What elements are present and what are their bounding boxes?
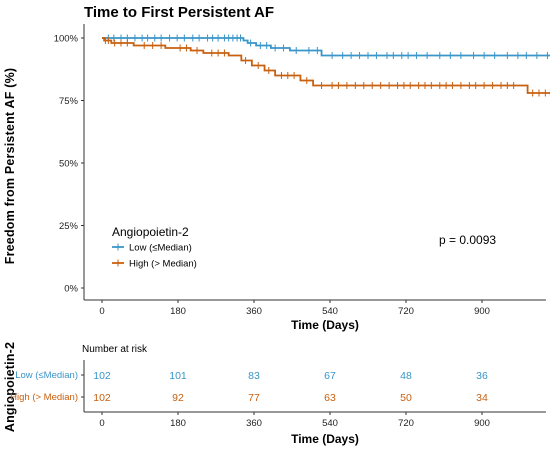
x-tick-label: 540 xyxy=(322,306,338,317)
x-tick-label: 0 xyxy=(99,306,104,317)
survival-curve-high xyxy=(102,37,550,94)
risk-x-tick-label: 180 xyxy=(170,418,186,429)
y-tick-label: 25% xyxy=(59,221,79,232)
y-ticks: 0% 25% 50% 75% 100% xyxy=(54,34,84,295)
y-axis-label: Freedom from Persistent AF (%) xyxy=(3,68,17,265)
risk-x-tick-label: 900 xyxy=(474,418,490,429)
risk-x-tick-label: 720 xyxy=(398,418,414,429)
legend-title: Angiopoietin-2 xyxy=(112,225,189,239)
y-tick-label: 75% xyxy=(59,96,79,107)
x-tick-label: 360 xyxy=(246,306,262,317)
x-tick-label: 720 xyxy=(398,306,414,317)
risk-x-tick-label: 540 xyxy=(322,418,338,429)
survival-curve-low xyxy=(102,37,550,57)
x-tick-label: 900 xyxy=(474,306,490,317)
risk-count: 102 xyxy=(93,392,111,404)
risk-count: 50 xyxy=(400,392,412,404)
risk-count: 34 xyxy=(476,392,488,404)
risk-count: 83 xyxy=(248,370,260,382)
y-tick-label: 100% xyxy=(54,34,79,45)
risk-count: 101 xyxy=(169,370,187,382)
risk-row-label: High (> Median) xyxy=(10,392,78,403)
risk-row-label: Low (≤Median) xyxy=(15,370,78,381)
risk-x-axis-label: Time (Days) xyxy=(291,432,359,446)
plot-area: 0% 25% 50% 75% 100% 0 180 360 540 720 900 xyxy=(54,24,550,317)
y-tick-label: 50% xyxy=(59,159,79,170)
x-axis-label: Time (Days) xyxy=(291,318,359,332)
risk-table: Angiopoietin-2 Number at risk Low (≤Medi… xyxy=(3,342,546,446)
risk-count: 67 xyxy=(324,370,336,382)
risk-count: 48 xyxy=(400,370,412,382)
risk-x-ticks: 0 180 360 540 720 900 xyxy=(99,412,490,429)
p-value-annotation: p = 0.0093 xyxy=(439,233,496,247)
risk-x-tick-label: 360 xyxy=(246,418,262,429)
legend-entry: Low (≤Median) xyxy=(129,243,192,254)
risk-count: 36 xyxy=(476,370,488,382)
risk-count: 63 xyxy=(324,392,336,404)
legend: Angiopoietin-2 Low (≤Median) High (> Medi… xyxy=(112,225,197,270)
risk-table-title: Number at risk xyxy=(82,344,148,355)
risk-count: 92 xyxy=(172,392,184,404)
chart-title: Time to First Persistent AF xyxy=(84,4,274,21)
y-tick-label: 0% xyxy=(64,284,78,295)
x-ticks: 0 180 360 540 720 900 xyxy=(99,300,490,317)
legend-entry: High (> Median) xyxy=(129,259,197,270)
risk-count: 77 xyxy=(248,392,260,404)
risk-count: 102 xyxy=(93,370,111,382)
survival-curves xyxy=(102,34,550,97)
risk-x-tick-label: 0 xyxy=(99,418,104,429)
risk-table-side-label: Angiopoietin-2 xyxy=(3,342,17,432)
x-tick-label: 180 xyxy=(170,306,186,317)
